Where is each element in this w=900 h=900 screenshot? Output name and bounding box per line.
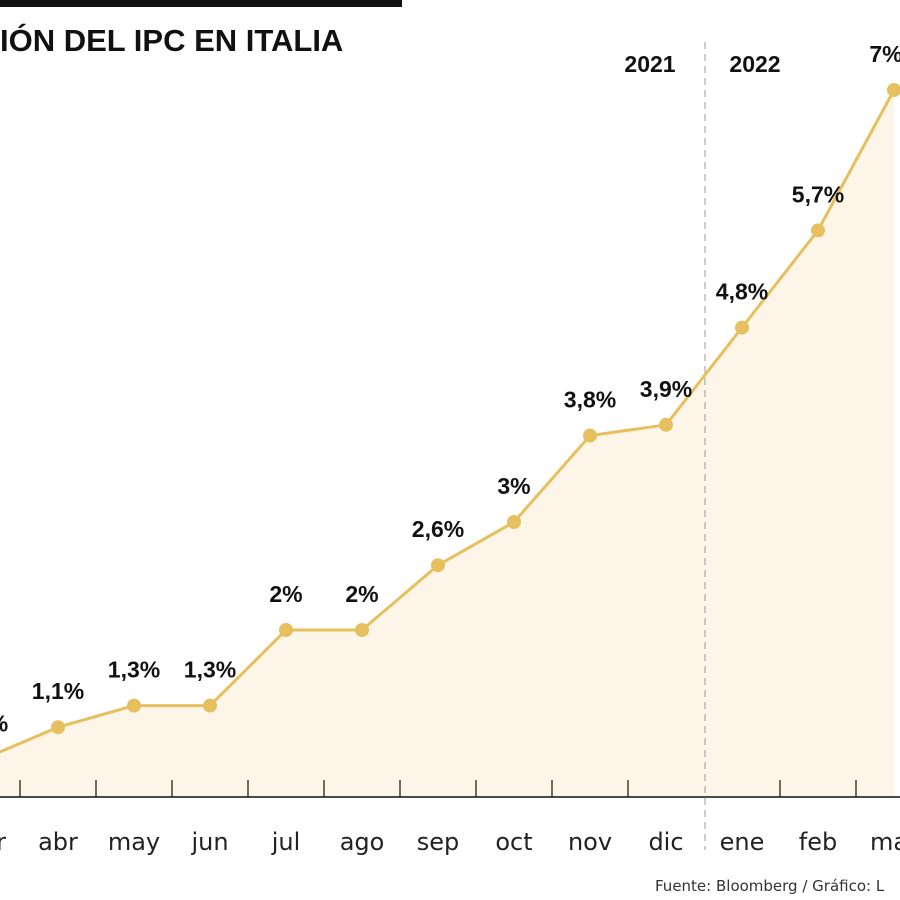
x-tick-label: mar — [870, 828, 900, 856]
data-label: 3,8% — [564, 387, 616, 413]
x-tick-label: dic — [648, 828, 683, 856]
data-label: 1,3% — [108, 657, 160, 683]
data-point — [127, 698, 141, 713]
x-tick-label: nov — [568, 828, 612, 856]
data-point — [279, 623, 293, 637]
x-tick-label: sep — [417, 828, 460, 856]
data-label: 1,1% — [32, 678, 84, 704]
chart-title: IÓN DEL IPC EN ITALIA — [0, 22, 343, 58]
data-point — [659, 417, 673, 432]
data-point — [203, 698, 217, 713]
x-tick-label: jul — [271, 828, 301, 856]
data-label: 7% — [869, 41, 900, 67]
data-point — [355, 623, 369, 637]
x-tick-label: mar — [0, 828, 6, 856]
x-tick-label: abr — [38, 828, 78, 856]
data-label: 5,7% — [792, 181, 844, 207]
data-label: 2% — [269, 581, 302, 607]
year-label-2022: 2022 — [729, 51, 780, 77]
x-tick-label: oct — [495, 828, 532, 856]
x-tick-label: jun — [190, 828, 228, 856]
x-tick-label: ene — [720, 828, 765, 856]
year-label-2021: 2021 — [624, 51, 675, 77]
data-label: 0,8% — [0, 711, 8, 737]
data-label: 4,8% — [716, 279, 768, 305]
data-label: 2,6% — [412, 516, 464, 542]
data-label: 3,9% — [640, 376, 692, 402]
title-bar — [0, 0, 402, 7]
data-point — [735, 320, 749, 335]
source-note: Fuente: Bloomberg / Gráfico: L — [655, 877, 885, 895]
data-point — [887, 83, 900, 97]
data-point — [507, 515, 521, 529]
x-tick-label: may — [108, 828, 160, 856]
x-tick-label: feb — [799, 828, 837, 856]
area-fill — [0, 90, 894, 797]
data-point — [431, 558, 445, 573]
data-label: 3% — [497, 473, 530, 499]
data-point — [811, 223, 825, 238]
data-label: 1,3% — [184, 657, 236, 683]
data-point — [51, 720, 65, 735]
x-tick-label: ago — [340, 828, 385, 856]
data-point — [583, 428, 597, 443]
data-label: 2% — [345, 581, 378, 607]
